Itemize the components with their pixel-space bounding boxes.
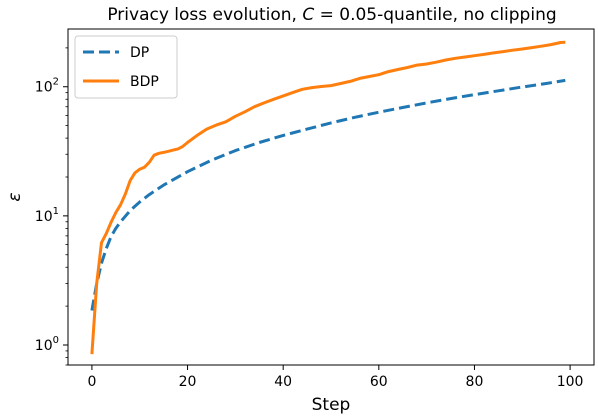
y-tick-label: 101 [35, 206, 59, 225]
x-tick-label: 60 [370, 374, 388, 390]
x-axis-label: Step [312, 395, 351, 415]
legend-label-dp: DP [130, 45, 149, 61]
y-axis-label: ε [5, 192, 25, 201]
x-tick-label: 0 [87, 374, 96, 390]
legend-label-bdp: BDP [130, 74, 159, 90]
x-tick-label: 20 [179, 374, 197, 390]
series-line-dp [90, 78, 566, 311]
legend: DP BDP [74, 35, 178, 99]
y-axis-ticks: 100 101 102 [35, 47, 68, 366]
y-tick-label: 102 [35, 77, 59, 96]
x-tick-label: 100 [557, 374, 584, 390]
x-tick-label: 40 [274, 374, 292, 390]
chart-title: Privacy loss evolution, C = 0.05-quantil… [107, 5, 556, 25]
plot-frame [67, 28, 595, 366]
x-axis-ticks: 0 20 40 60 80 100 [87, 365, 583, 390]
y-tick-label: 100 [35, 335, 59, 354]
series-line-bdp [90, 40, 566, 355]
x-tick-label: 80 [466, 374, 484, 390]
legend-box [74, 35, 178, 99]
plot-lines [90, 40, 566, 355]
